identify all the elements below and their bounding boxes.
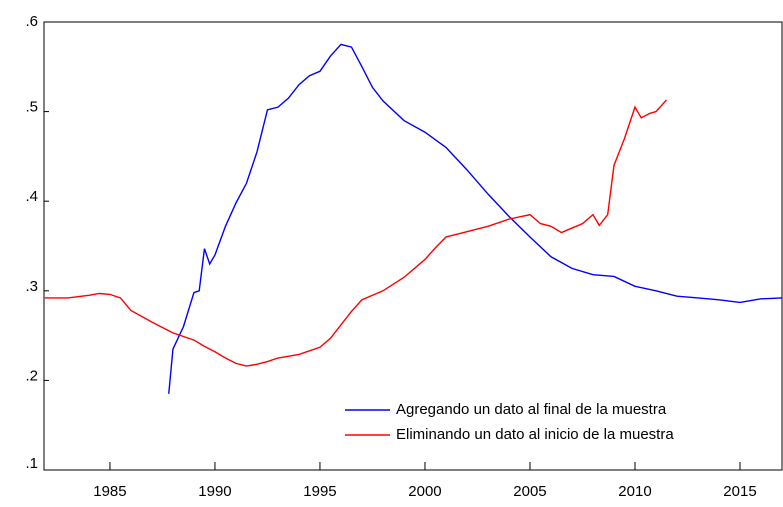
x-tick-label: 1995 xyxy=(303,483,336,500)
y-tick-label: .3 xyxy=(25,278,38,295)
y-tick-label: .6 xyxy=(25,13,38,30)
series-line xyxy=(44,99,668,367)
legend-label: Eliminando un dato al inicio de la muest… xyxy=(396,426,674,443)
legend-label: Agregando un dato al final de la muestra xyxy=(396,401,667,418)
x-tick-label: 2005 xyxy=(513,483,546,500)
y-tick-label: .4 xyxy=(25,188,38,205)
x-tick-label: 1985 xyxy=(93,483,126,500)
x-tick-label: 1990 xyxy=(198,483,231,500)
y-tick-label: .1 xyxy=(25,455,38,472)
plot-frame xyxy=(43,21,783,471)
series-line xyxy=(168,43,783,394)
x-tick-label: 2010 xyxy=(618,483,651,500)
y-tick-label: .2 xyxy=(25,367,38,384)
x-tick-label: 2015 xyxy=(723,483,756,500)
x-tick-label: 2000 xyxy=(408,483,441,500)
y-tick-label: .5 xyxy=(25,99,38,116)
